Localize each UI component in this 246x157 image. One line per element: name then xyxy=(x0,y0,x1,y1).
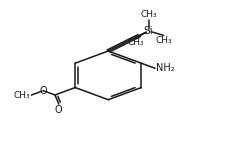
Text: Si: Si xyxy=(144,26,153,36)
Text: O: O xyxy=(39,86,47,96)
Text: CH₃: CH₃ xyxy=(156,36,172,45)
Text: CH₃: CH₃ xyxy=(14,91,30,100)
Text: CH₃: CH₃ xyxy=(127,38,144,47)
Text: O: O xyxy=(55,105,63,115)
Text: NH₂: NH₂ xyxy=(156,63,175,73)
Text: CH₃: CH₃ xyxy=(140,11,157,19)
